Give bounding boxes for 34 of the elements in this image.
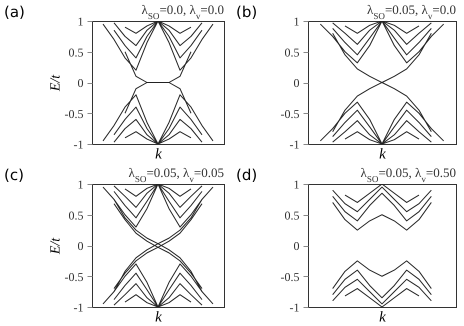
y-tick-label: -0.5 <box>64 270 84 284</box>
chart-title: (c) <box>4 166 24 184</box>
x-axis-title: k <box>379 310 386 326</box>
y-tick-label: 0 <box>78 239 84 253</box>
text: λ$_{SO}$=0.05, λ$_{v}$=0.50 <box>360 165 456 184</box>
y-tick-label: 0 <box>294 76 300 90</box>
x-axis-title: k <box>155 310 162 326</box>
x-axis-title: k <box>155 146 162 162</box>
y-tick-label: -1 <box>74 300 84 314</box>
y-tick-label: 0.5 <box>68 208 84 222</box>
y-tick-label: 1 <box>294 14 300 28</box>
y-tick-label: -0.5 <box>280 106 300 121</box>
text: λ$_{SO}$=0.0, λ$_{v}$=0.0 <box>142 2 224 21</box>
chart-title: (d) <box>236 166 258 184</box>
y-axis-title: E/t <box>48 236 64 256</box>
chart-title: (a) <box>4 3 25 21</box>
y-tick-label: 0.5 <box>284 45 300 60</box>
y-tick-label: 1 <box>78 14 84 28</box>
text: λ$_{SO}$=0.05, λ$_{v}$=0.0 <box>367 2 456 21</box>
x-axis-title: k <box>379 146 386 162</box>
y-tick-label: 1 <box>294 178 300 192</box>
y-tick-label: 0 <box>294 239 300 253</box>
y-tick-label: 1 <box>78 178 84 192</box>
chart-title: (b) <box>236 3 258 21</box>
text: λ$_{SO}$=0.05, λ$_{v}$=0.05 <box>128 165 224 184</box>
y-tick-label: 0.5 <box>284 208 300 222</box>
y-tick-label: 0.5 <box>68 45 84 60</box>
y-tick-label: -1 <box>290 138 300 152</box>
y-tick-label: -0.5 <box>280 270 300 284</box>
y-tick-label: -0.5 <box>64 106 84 121</box>
y-tick-label: 0 <box>78 76 84 90</box>
y-tick-label: -1 <box>74 138 84 152</box>
y-tick-label: -1 <box>290 300 300 314</box>
y-axis-title: E/t <box>48 74 64 92</box>
